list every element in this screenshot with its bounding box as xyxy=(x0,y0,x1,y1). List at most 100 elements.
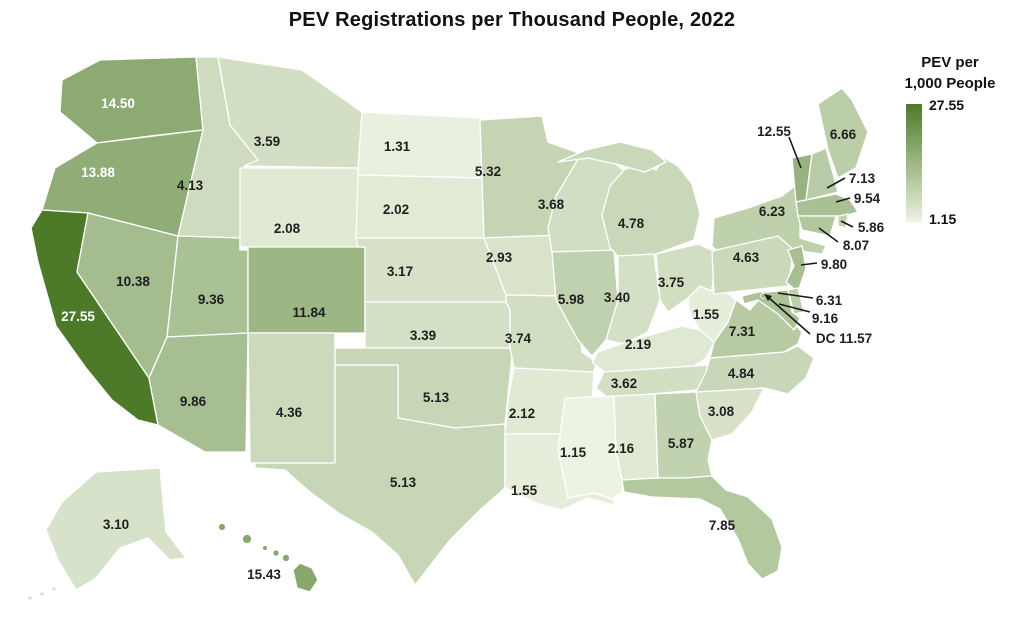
state-value-label-CO: 11.84 xyxy=(292,305,326,320)
state-value-label-CA: 27.55 xyxy=(61,309,95,324)
legend-title-line2: 1,000 People xyxy=(904,75,996,92)
state-shape-HI xyxy=(292,562,319,593)
state-value-label-GA: 5.87 xyxy=(668,436,694,451)
state-value-label-WY: 2.08 xyxy=(274,221,301,236)
state-value-label-VT: 12.55 xyxy=(757,124,791,139)
state-shape-MT xyxy=(217,56,363,169)
state-shape-NE xyxy=(355,237,507,303)
state-value-label-WA: 14.50 xyxy=(101,96,135,111)
state-value-label-FL: 7.85 xyxy=(709,518,736,533)
state-shape-AK xyxy=(39,591,45,597)
state-value-label-NJ: 9.80 xyxy=(821,257,847,272)
state-shape-ND xyxy=(357,111,483,179)
state-shape-HI xyxy=(282,554,290,562)
state-value-label-CT: 8.07 xyxy=(843,238,869,253)
callout-line-NH xyxy=(826,177,846,189)
state-shape-HI xyxy=(272,549,280,557)
state-value-label-OR: 13.88 xyxy=(81,165,115,180)
state-shape-NM xyxy=(247,332,336,464)
legend-gradient-bar xyxy=(906,104,922,222)
state-value-label-DE: 6.31 xyxy=(816,293,843,308)
state-shape-KS xyxy=(364,301,511,349)
state-shape-FL xyxy=(621,475,783,580)
state-value-labels: 14.50 13.88 27.55 4.13 10.38 9.36 9.86 3.59 2.08… xyxy=(61,96,885,582)
state-shape-IN xyxy=(605,253,661,345)
legend-max-label: 27.55 xyxy=(929,97,965,113)
state-shape-AK xyxy=(27,595,33,601)
state-value-label-AR: 2.12 xyxy=(509,406,535,421)
state-value-label-NC: 4.84 xyxy=(728,366,755,381)
state-value-label-SC: 3.08 xyxy=(708,404,735,419)
callout-line-DC xyxy=(767,296,811,335)
state-shape-RI xyxy=(837,213,849,229)
state-value-label-OK: 5.13 xyxy=(423,390,450,405)
state-value-label-NV: 10.38 xyxy=(116,274,150,289)
callout-lines xyxy=(764,136,854,335)
state-shape-CT xyxy=(797,215,837,237)
state-value-label-IN: 3.40 xyxy=(604,290,630,305)
state-shape-NC xyxy=(695,345,815,395)
state-value-label-NE: 3.17 xyxy=(387,264,413,279)
legend-title: PEV per 1,000 People xyxy=(882,52,1018,94)
state-shape-HI xyxy=(242,534,252,544)
state-shape-TX xyxy=(254,364,506,586)
state-shape-AL xyxy=(613,393,659,481)
state-value-label-AL: 2.16 xyxy=(608,441,635,456)
callout-line-RI xyxy=(840,220,854,228)
callout-marker-DC xyxy=(764,294,772,301)
state-value-label-ND: 1.31 xyxy=(384,139,411,154)
state-value-label-NM: 4.36 xyxy=(276,405,303,420)
state-value-label-RI: 5.86 xyxy=(858,220,885,235)
state-value-label-LA: 1.55 xyxy=(511,483,538,498)
state-value-label-WI: 3.68 xyxy=(538,197,565,212)
legend-body: 27.55 1.15 xyxy=(882,97,1018,227)
state-value-label-MO: 3.74 xyxy=(505,331,532,346)
state-value-label-MA: 9.54 xyxy=(854,191,881,206)
state-value-label-KY: 2.19 xyxy=(625,337,651,352)
state-value-label-AZ: 9.86 xyxy=(180,394,207,409)
state-shape-AK xyxy=(51,586,57,592)
state-value-label-MD: 9.16 xyxy=(812,311,839,326)
state-value-label-TX: 5.13 xyxy=(390,475,417,490)
state-value-label-IA: 2.93 xyxy=(486,250,513,265)
state-shape-AZ xyxy=(148,332,249,453)
state-shape-MD xyxy=(741,289,801,331)
state-value-label-MN: 5.32 xyxy=(475,164,501,179)
state-shapes xyxy=(27,56,869,601)
callout-line-MA xyxy=(835,197,851,203)
state-shape-SD xyxy=(355,174,485,239)
state-shape-HI xyxy=(262,545,268,551)
legend: PEV per 1,000 People 27.55 1.15 xyxy=(882,52,1018,227)
state-value-label-DC: DC 11.57 xyxy=(816,331,872,346)
state-value-label-ID: 4.13 xyxy=(177,178,204,193)
state-shape-MI xyxy=(557,141,667,173)
state-shape-WV xyxy=(687,285,737,343)
state-value-label-KS: 3.39 xyxy=(410,328,436,343)
state-value-label-NY: 6.23 xyxy=(759,204,786,219)
chart-title: PEV Registrations per Thousand People, 2… xyxy=(288,9,736,31)
callout-line-VT xyxy=(788,136,802,169)
state-shape-HI xyxy=(218,523,226,531)
callout-line-NJ xyxy=(800,262,818,266)
state-shape-CO xyxy=(247,246,366,334)
state-value-label-UT: 9.36 xyxy=(198,292,225,307)
state-shape-ME xyxy=(817,87,869,179)
legend-min-label: 1.15 xyxy=(929,211,957,227)
state-value-label-OH: 3.75 xyxy=(658,275,685,290)
state-shape-AK xyxy=(45,467,187,591)
state-value-label-MI: 4.78 xyxy=(618,216,645,231)
callout-line-MD xyxy=(778,303,811,313)
state-value-label-AK: 3.10 xyxy=(103,517,129,532)
callout-line-CT xyxy=(818,227,839,243)
legend-title-line1: PEV per xyxy=(921,54,979,71)
state-value-label-MT: 3.59 xyxy=(254,134,280,149)
state-shape-IL xyxy=(551,249,619,357)
state-value-label-VA: 7.31 xyxy=(729,324,756,339)
state-value-label-HI: 15.43 xyxy=(247,567,281,582)
state-value-label-WV: 1.55 xyxy=(693,307,720,322)
state-value-label-ME: 6.66 xyxy=(830,127,857,142)
state-value-label-MS: 1.15 xyxy=(560,445,587,460)
state-value-label-IL: 5.98 xyxy=(558,292,585,307)
